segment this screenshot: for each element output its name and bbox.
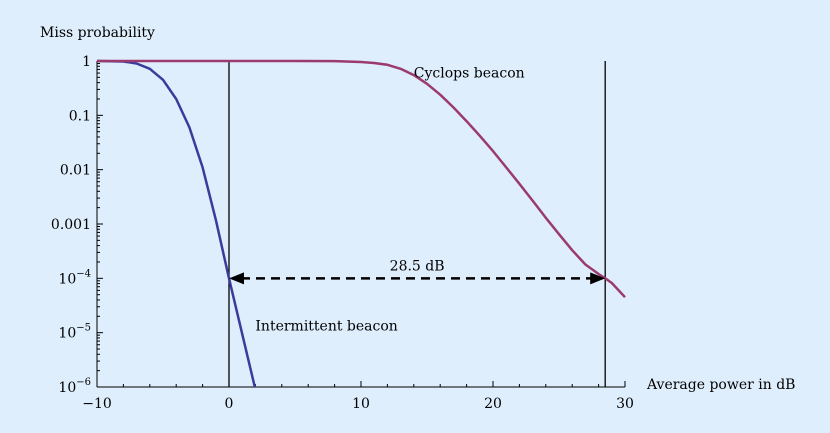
y-tick-label: 0.1	[69, 108, 91, 124]
series-annotation: Intermittent beacon	[255, 318, 397, 334]
arrow-head-left	[229, 272, 244, 285]
x-tick-label: 30	[616, 396, 634, 412]
x-tick-label: 20	[484, 396, 502, 412]
series-line	[97, 59, 626, 299]
y-tick-label: 0.001	[51, 217, 91, 233]
y-tick-label: 0.01	[60, 163, 91, 179]
x-tick-label: 0	[225, 396, 234, 412]
x-tick-label: −10	[82, 396, 112, 412]
arrow-label: 28.5 dB	[390, 258, 445, 274]
y-tick-label: 10−6	[58, 377, 91, 396]
y-tick-label: 10−4	[58, 268, 91, 287]
arrow-head-right	[590, 272, 606, 285]
y-tick-label: 10−5	[58, 323, 91, 342]
x-tick-label: 10	[352, 396, 370, 412]
series-annotation: Cyclops beacon	[414, 65, 525, 81]
y-tick-label: 1	[82, 54, 91, 70]
series-line	[97, 59, 257, 387]
y-axis-title: Miss probability	[40, 25, 155, 41]
x-axis-title: Average power in dB	[646, 377, 795, 393]
